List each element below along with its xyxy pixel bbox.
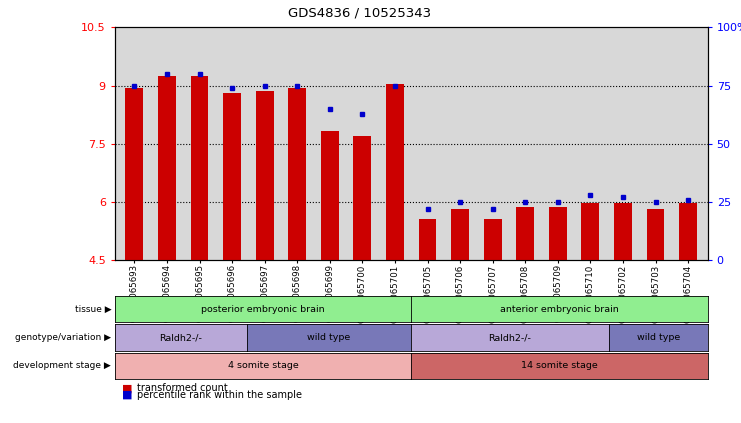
Text: posterior embryonic brain: posterior embryonic brain bbox=[202, 305, 325, 314]
Bar bbox=[582, 203, 599, 260]
Bar bbox=[516, 207, 534, 260]
Text: ■: ■ bbox=[122, 383, 133, 393]
Bar bbox=[549, 207, 567, 260]
Text: Raldh2-/-: Raldh2-/- bbox=[159, 333, 202, 342]
Bar bbox=[386, 84, 404, 260]
Text: tissue ▶: tissue ▶ bbox=[75, 305, 111, 314]
Text: transformed count: transformed count bbox=[137, 383, 227, 393]
Bar bbox=[419, 219, 436, 260]
Bar bbox=[484, 219, 502, 260]
Text: development stage ▶: development stage ▶ bbox=[13, 361, 111, 371]
Bar bbox=[190, 76, 208, 260]
Text: ■: ■ bbox=[122, 390, 133, 400]
Bar bbox=[353, 136, 371, 260]
Text: 14 somite stage: 14 somite stage bbox=[521, 361, 598, 371]
Bar bbox=[451, 209, 469, 260]
Text: wild type: wild type bbox=[308, 333, 350, 342]
Text: 4 somite stage: 4 somite stage bbox=[227, 361, 299, 371]
Bar bbox=[679, 203, 697, 260]
Text: anterior embryonic brain: anterior embryonic brain bbox=[500, 305, 619, 314]
Text: wild type: wild type bbox=[637, 333, 680, 342]
Bar bbox=[158, 76, 176, 260]
Bar bbox=[288, 88, 306, 260]
Bar bbox=[223, 93, 241, 260]
Bar bbox=[614, 203, 632, 260]
Text: percentile rank within the sample: percentile rank within the sample bbox=[137, 390, 302, 400]
Text: Raldh2-/-: Raldh2-/- bbox=[488, 333, 531, 342]
Bar bbox=[256, 91, 273, 260]
Text: GDS4836 / 10525343: GDS4836 / 10525343 bbox=[288, 6, 431, 19]
Text: genotype/variation ▶: genotype/variation ▶ bbox=[15, 333, 111, 342]
Bar bbox=[125, 88, 143, 260]
Bar bbox=[321, 132, 339, 260]
Bar bbox=[647, 209, 665, 260]
